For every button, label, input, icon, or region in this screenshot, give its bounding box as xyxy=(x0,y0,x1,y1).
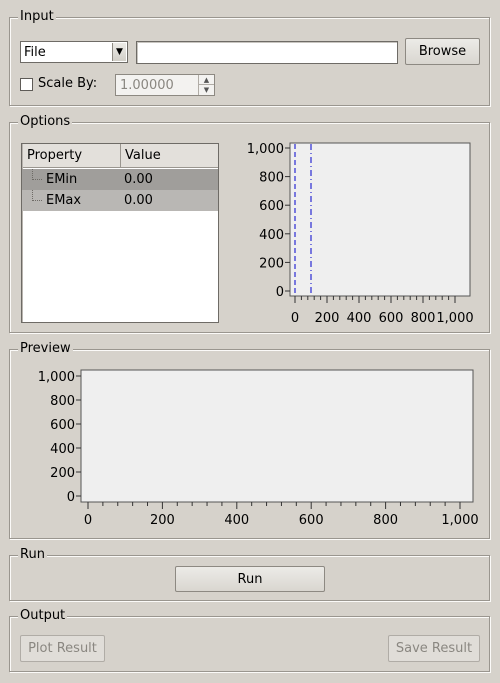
value-column-header[interactable]: Value xyxy=(121,144,218,168)
source-select-value: File xyxy=(24,44,46,60)
input-group-title: Input xyxy=(18,9,56,25)
x-tick-label: 1,000 xyxy=(441,513,478,528)
plot-area[interactable] xyxy=(80,369,474,503)
x-tick-label: 400 xyxy=(347,311,372,326)
preview-plot[interactable]: 0 200 400 600 800 1,000 0 200 400 600 800 1,000 xyxy=(20,363,480,533)
y-tick-label: 1,000 xyxy=(38,370,75,385)
x-tick-label: 600 xyxy=(299,513,324,528)
run-button[interactable]: Run xyxy=(175,566,325,592)
tree-branch xyxy=(32,169,42,180)
preview-group-title: Preview xyxy=(18,341,73,357)
spin-up-icon[interactable]: ▲ xyxy=(199,75,214,85)
y-tick-label: 600 xyxy=(50,418,75,433)
source-select[interactable]: File ▼ xyxy=(20,41,128,63)
scale-value-spinbox[interactable]: 1.00000 ▲ ▼ xyxy=(115,74,215,96)
property-value[interactable]: 0.00 xyxy=(124,172,153,187)
save-result-button[interactable]: Save Result xyxy=(388,635,480,662)
y-tick-label: 400 xyxy=(259,228,284,243)
y-tick-label: 0 xyxy=(67,490,75,505)
property-table[interactable]: Property Value EMin 0.00 EMax 0.00 xyxy=(21,143,219,323)
output-group: Output xyxy=(9,608,490,672)
x-tick-label: 600 xyxy=(379,311,404,326)
x-tick-label: 800 xyxy=(411,311,436,326)
run-group: Run xyxy=(9,547,490,601)
y-tick-label: 600 xyxy=(259,199,284,214)
y-tick-label: 200 xyxy=(50,466,75,481)
y-tick-label: 1,000 xyxy=(247,142,284,157)
property-name: EMax xyxy=(46,193,82,208)
y-tick-label: 800 xyxy=(259,171,284,186)
input-group: Input xyxy=(9,9,490,106)
x-tick-label: 0 xyxy=(291,311,299,326)
property-value[interactable]: 0.00 xyxy=(124,193,153,208)
x-tick-label: 0 xyxy=(84,513,92,528)
y-tick-label: 800 xyxy=(50,394,75,409)
y-tick-label: 0 xyxy=(276,285,284,300)
preview-group: Preview xyxy=(9,341,490,539)
y-tick-label: 200 xyxy=(259,256,284,271)
spin-down-icon[interactable]: ▼ xyxy=(203,86,210,94)
x-tick-label: 200 xyxy=(315,311,340,326)
x-tick-label: 200 xyxy=(150,513,175,528)
plot-area[interactable] xyxy=(289,142,471,297)
x-tick-label: 400 xyxy=(224,513,249,528)
scale-checkbox[interactable] xyxy=(20,78,33,91)
table-row[interactable]: EMax 0.00 xyxy=(22,190,218,211)
tree-branch xyxy=(32,190,42,201)
x-tick-label: 800 xyxy=(373,513,398,528)
run-group-title: Run xyxy=(18,547,47,563)
options-group-title: Options xyxy=(18,114,73,130)
file-path-input[interactable] xyxy=(136,41,398,64)
options-group: Options xyxy=(9,114,490,333)
plot-result-button[interactable]: Plot Result xyxy=(20,635,105,662)
output-group-title: Output xyxy=(18,608,68,624)
y-tick-label: 400 xyxy=(50,442,75,457)
scale-label: Scale By: xyxy=(38,76,98,91)
table-row[interactable]: EMin 0.00 xyxy=(22,169,218,190)
chevron-down-icon: ▼ xyxy=(112,43,126,61)
property-column-header[interactable]: Property xyxy=(23,144,121,168)
scale-value: 1.00000 xyxy=(120,77,174,93)
spin-arrows[interactable]: ▲ ▼ xyxy=(198,75,214,95)
property-name: EMin xyxy=(46,172,78,187)
browse-button[interactable]: Browse xyxy=(405,38,480,65)
x-tick-label: 1,000 xyxy=(436,311,473,326)
